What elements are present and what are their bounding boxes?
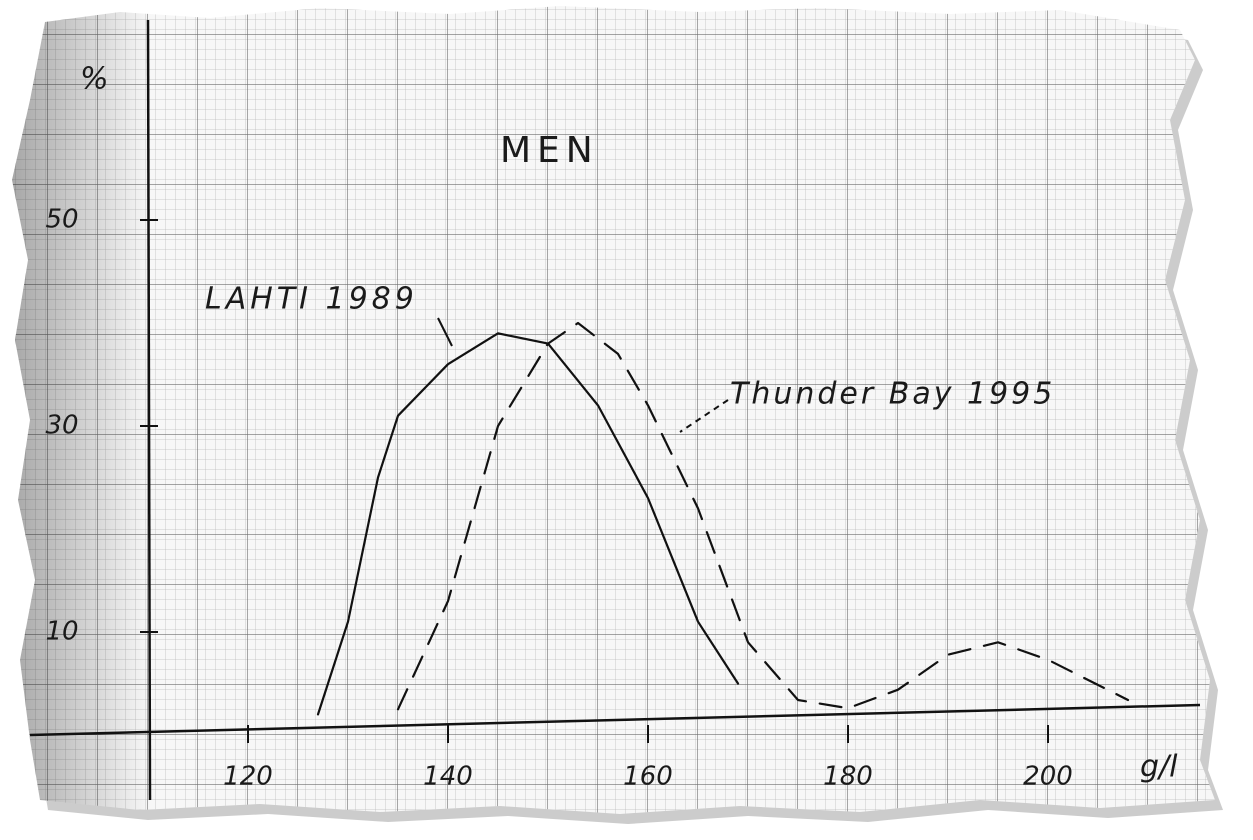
x-tick-label: 120 — [223, 762, 273, 792]
plot: MEN % g/l LAHTI 1989 Thunder Bay 1995 12… — [29, 19, 1201, 801]
y-tick-label: 30 — [45, 411, 78, 441]
leader-line — [679, 399, 729, 433]
x-tick-label: 180 — [823, 762, 873, 792]
series-line — [316, 332, 740, 716]
y-tick-label: 10 — [45, 617, 78, 647]
x-tick-label: 140 — [423, 762, 473, 792]
series-line — [396, 321, 1130, 711]
annotation: LAHTI 1989 — [205, 282, 418, 317]
annotation: Thunder Bay 1995 — [730, 377, 1055, 412]
x-axis — [29, 703, 1201, 737]
x-tick-label: 160 — [623, 762, 673, 792]
y-axis — [146, 19, 152, 801]
x-axis-label: g/l — [1140, 750, 1178, 785]
y-axis-label: % — [80, 62, 109, 97]
chart-title: MEN — [500, 130, 599, 171]
x-tick-label: 200 — [1023, 762, 1073, 792]
y-tick-label: 50 — [45, 205, 78, 235]
leader-line — [437, 317, 453, 347]
